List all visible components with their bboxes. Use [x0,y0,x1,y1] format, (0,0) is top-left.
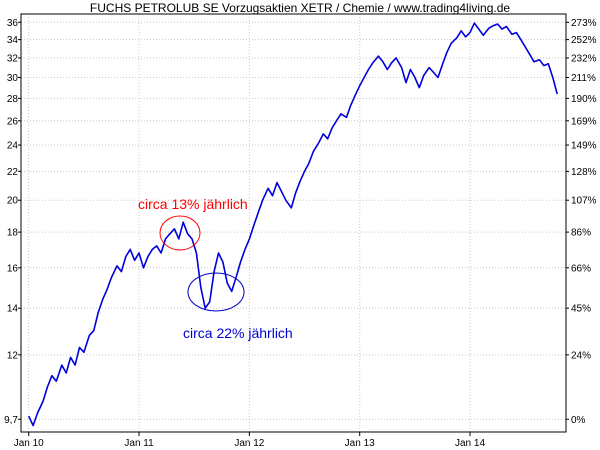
y-tick-label-left: 14 [7,304,19,315]
y-tick-label-left: 20 [7,196,19,207]
y-tick-label-right: 149% [571,141,597,152]
y-tick-label-right: 252% [571,35,597,46]
x-tick-label: Jan 11 [124,438,154,449]
x-tick-label: Jan 13 [345,438,375,449]
y-tick-label-left: 18 [7,228,19,239]
annotation-label-22: circa 22% jährlich [183,325,293,341]
y-tick-label-left: 16 [7,263,19,274]
y-tick-label-left: 9,7 [4,415,18,426]
y-tick-label-right: 0% [571,415,586,426]
y-tick-label-right: 66% [571,263,591,274]
y-tick-label-right: 128% [571,167,597,178]
y-tick-label-right: 24% [571,350,591,361]
y-tick-label-right: 169% [571,116,597,127]
y-tick-label-left: 12 [7,350,19,361]
y-tick-label-left: 36 [7,18,19,29]
y-tick-label-left: 34 [7,35,19,46]
x-tick-label: Jan 14 [455,438,485,449]
x-axis-ticks: Jan 10 Jan 11 Jan 12 Jan 13 Jan 14 [14,432,485,449]
y-tick-label-right: 45% [571,304,591,315]
y-tick-label-right: 211% [571,73,596,84]
price-series-line [27,22,558,427]
grid-lines [21,14,566,432]
annotation-label-13: circa 13% jährlich [138,196,248,212]
y-tick-label-right: 107% [571,196,597,207]
x-tick-label: Jan 10 [14,438,44,449]
y-tick-label-right: 273% [571,18,597,29]
x-tick-label: Jan 12 [234,438,264,449]
y-tick-label-right: 232% [571,53,597,64]
y-tick-label-right: 190% [571,94,597,105]
annotation-ellipse-red [159,215,201,251]
y-tick-label-left: 32 [7,53,19,64]
annotation-ellipse-blue [187,272,245,312]
chart-title: FUCHS PETROLUB SE Vorzugsaktien XETR / C… [89,1,511,15]
y-tick-label-left: 26 [7,116,19,127]
y-tick-label-left: 28 [7,94,19,105]
y-tick-label-right: 86% [571,228,591,239]
y-axis-right-ticks: 0% 24% 45% 66% 86% 107% 128% 149% 169% 190% 211% 23… [566,18,597,426]
y-tick-label-left: 24 [7,141,19,152]
plot-frame [20,13,567,433]
y-tick-label-left: 22 [7,167,19,178]
y-tick-label-left: 30 [7,73,19,84]
y-axis-left-ticks: 9,7 12 14 16 18 20 22 24 26 28 30 32 34 36 [4,18,21,426]
